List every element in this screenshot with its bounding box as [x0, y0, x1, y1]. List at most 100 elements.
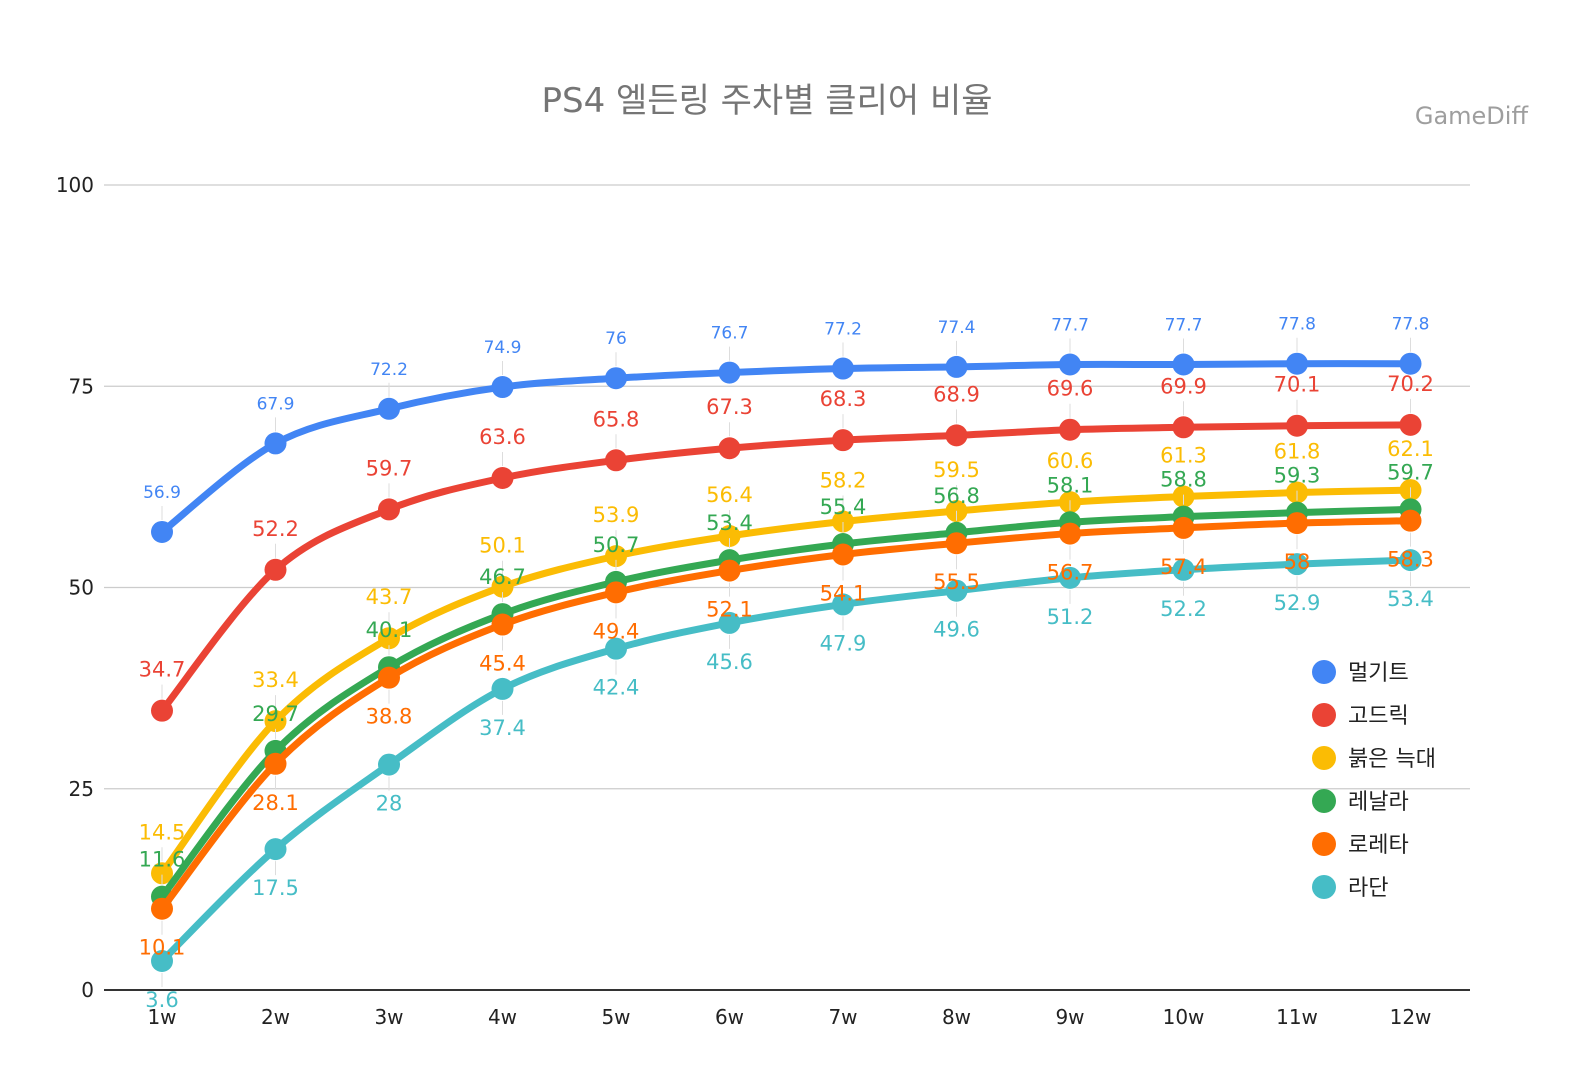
- series-1: [151, 352, 1422, 543]
- data-point: [945, 424, 968, 447]
- data-label: 29.7: [252, 702, 299, 726]
- legend-marker: [1312, 746, 1336, 770]
- data-label: 77.7: [1051, 316, 1089, 336]
- legend-marker: [1312, 832, 1336, 856]
- data-label: 58: [1284, 550, 1311, 574]
- data-label: 28.1: [252, 791, 299, 815]
- data-point: [832, 510, 854, 533]
- data-label: 56.7: [1047, 561, 1094, 585]
- data-point: [605, 581, 627, 604]
- data-point: [378, 498, 400, 521]
- data-label: 59.7: [366, 456, 413, 480]
- data-label: 53.4: [1387, 587, 1434, 611]
- data-label: 68.3: [820, 387, 867, 411]
- data-point: [605, 367, 627, 390]
- x-tick-label: 12w: [1390, 1005, 1432, 1029]
- data-label: 77.8: [1392, 315, 1430, 335]
- data-label: 52.1: [706, 598, 753, 622]
- x-tick-label: 6w: [715, 1005, 744, 1029]
- x-tick-label: 1w: [147, 1005, 176, 1029]
- series-6: [151, 549, 1422, 973]
- data-label: 77.4: [938, 318, 976, 338]
- data-label: 33.4: [252, 668, 299, 692]
- legend-item: 레날라: [1312, 789, 1409, 815]
- data-point: [605, 637, 627, 660]
- data-label: 46.7: [479, 565, 526, 589]
- data-label: 11.6: [139, 848, 186, 872]
- x-tick-label: 11w: [1276, 1005, 1318, 1029]
- data-point: [491, 575, 514, 598]
- data-label: 70.1: [1274, 373, 1321, 397]
- data-point: [151, 520, 173, 543]
- series-3: [151, 479, 1422, 885]
- data-point: [945, 579, 968, 602]
- data-point: [491, 613, 514, 636]
- data-point: [264, 432, 287, 455]
- data-label: 59.5: [933, 458, 980, 482]
- data-point: [832, 593, 854, 616]
- data-label: 67.9: [257, 394, 295, 414]
- data-label: 63.6: [479, 425, 526, 449]
- data-label: 45.6: [706, 650, 753, 674]
- data-label: 45.4: [479, 652, 526, 676]
- data-label: 58.2: [820, 468, 867, 492]
- data-point: [378, 627, 400, 650]
- x-tick-label: 7w: [828, 1005, 857, 1029]
- data-label: 43.7: [366, 585, 413, 609]
- y-tick-label: 75: [69, 374, 94, 398]
- data-point: [718, 524, 741, 547]
- data-label: 37.4: [479, 716, 526, 740]
- data-point: [832, 543, 854, 566]
- data-point: [718, 437, 741, 460]
- data-label: 76.7: [711, 324, 749, 344]
- series-layer: [151, 352, 1422, 973]
- data-point: [378, 397, 400, 420]
- data-label: 28: [376, 792, 403, 816]
- legend-label: 멀기트: [1348, 661, 1409, 686]
- data-label: 74.9: [484, 338, 522, 358]
- data-point: [491, 467, 514, 490]
- data-label: 65.8: [593, 407, 640, 431]
- data-point: [1059, 522, 1081, 545]
- data-point: [1399, 352, 1422, 375]
- data-point: [1059, 418, 1081, 441]
- data-label: 38.8: [366, 705, 413, 729]
- y-tick-label: 100: [56, 173, 94, 197]
- legend-marker: [1312, 789, 1336, 813]
- axis-layer: 0 25 50 75 100 1w 2w 3w 4w 5w 6w 7w 8w 9w 10w 11w 12w: [56, 173, 1432, 1029]
- data-label: 53.9: [593, 503, 640, 527]
- data-point: [378, 753, 400, 776]
- data-label: 76: [605, 329, 627, 349]
- data-label: 62.1: [1387, 437, 1434, 461]
- data-point: [264, 710, 287, 733]
- series-5: [151, 509, 1422, 920]
- watermark-text: GameDiff: [1415, 102, 1529, 130]
- data-label: 57.4: [1160, 555, 1207, 579]
- data-point: [832, 357, 854, 380]
- data-point: [491, 376, 514, 399]
- data-point: [1399, 509, 1422, 532]
- legend-item: 로레타: [1312, 832, 1409, 858]
- data-point: [378, 666, 400, 689]
- legend-marker: [1312, 703, 1336, 727]
- data-point: [1059, 566, 1081, 589]
- legend-label: 로레타: [1348, 833, 1409, 858]
- data-point: [151, 950, 173, 973]
- data-label: 70.2: [1387, 372, 1434, 396]
- data-point: [1399, 549, 1422, 572]
- data-label: 55.5: [933, 570, 980, 594]
- series-line: [158, 360, 1414, 536]
- data-label: 56.4: [706, 483, 753, 507]
- chart-title: PS4 엘든링 주차별 클리어 비율: [541, 81, 992, 121]
- series-line: [158, 556, 1414, 965]
- data-point: [945, 532, 968, 555]
- data-point: [605, 449, 627, 472]
- data-label: 68.9: [933, 382, 980, 406]
- legend-item: 라단: [1312, 875, 1388, 901]
- data-label: 54.1: [820, 581, 867, 605]
- data-point: [1286, 414, 1308, 437]
- data-point: [1172, 558, 1195, 581]
- x-tick-label: 9w: [1055, 1005, 1084, 1029]
- x-tick-label: 2w: [261, 1005, 290, 1029]
